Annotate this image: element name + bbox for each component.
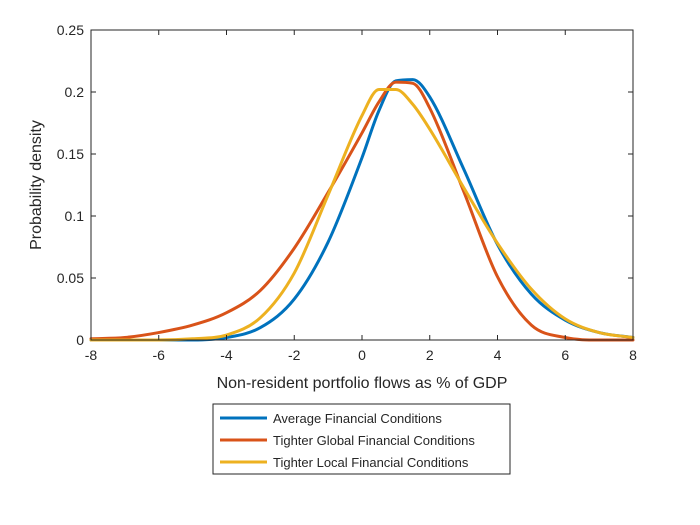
x-tick-label: -8 xyxy=(85,347,98,363)
plot-area xyxy=(91,30,633,340)
y-tick-label: 0.15 xyxy=(57,146,84,162)
y-tick-label: 0.25 xyxy=(57,22,84,38)
y-tick-label: 0.05 xyxy=(57,270,84,286)
x-tick-label: 6 xyxy=(561,347,569,363)
x-tick-label: -2 xyxy=(288,347,301,363)
series-line-tighter-global-financial-conditions xyxy=(89,80,635,342)
x-tick-label: 2 xyxy=(426,347,434,363)
x-tick-label: -6 xyxy=(153,347,166,363)
x-tick-label: 4 xyxy=(494,347,502,363)
legend-label: Tighter Global Financial Conditions xyxy=(273,433,475,448)
y-tick-label: 0.2 xyxy=(65,84,85,100)
x-axis-label: Non-resident portfolio flows as % of GDP xyxy=(217,375,508,392)
legend-items: Average Financial Conditions Tighter Glob… xyxy=(220,411,475,470)
y-tick-label: 0.1 xyxy=(65,208,85,224)
y-axis-label: Probability density xyxy=(28,120,45,250)
legend: Average Financial Conditions Tighter Glob… xyxy=(212,403,511,475)
x-tick-label: 0 xyxy=(358,347,366,363)
y-tick-label: 0 xyxy=(76,332,84,348)
x-tick-label: 8 xyxy=(629,347,637,363)
legend-label: Tighter Local Financial Conditions xyxy=(273,455,469,470)
series-line-tighter-local-financial-conditions xyxy=(89,88,635,342)
ticks-layer: -8 -6 -4 -2 0 2 4 6 8 0 0.05 0.1 0.15 0.2 0.25 xyxy=(57,22,637,363)
legend-label: Average Financial Conditions xyxy=(273,411,442,426)
x-tick-label: -4 xyxy=(220,347,233,363)
